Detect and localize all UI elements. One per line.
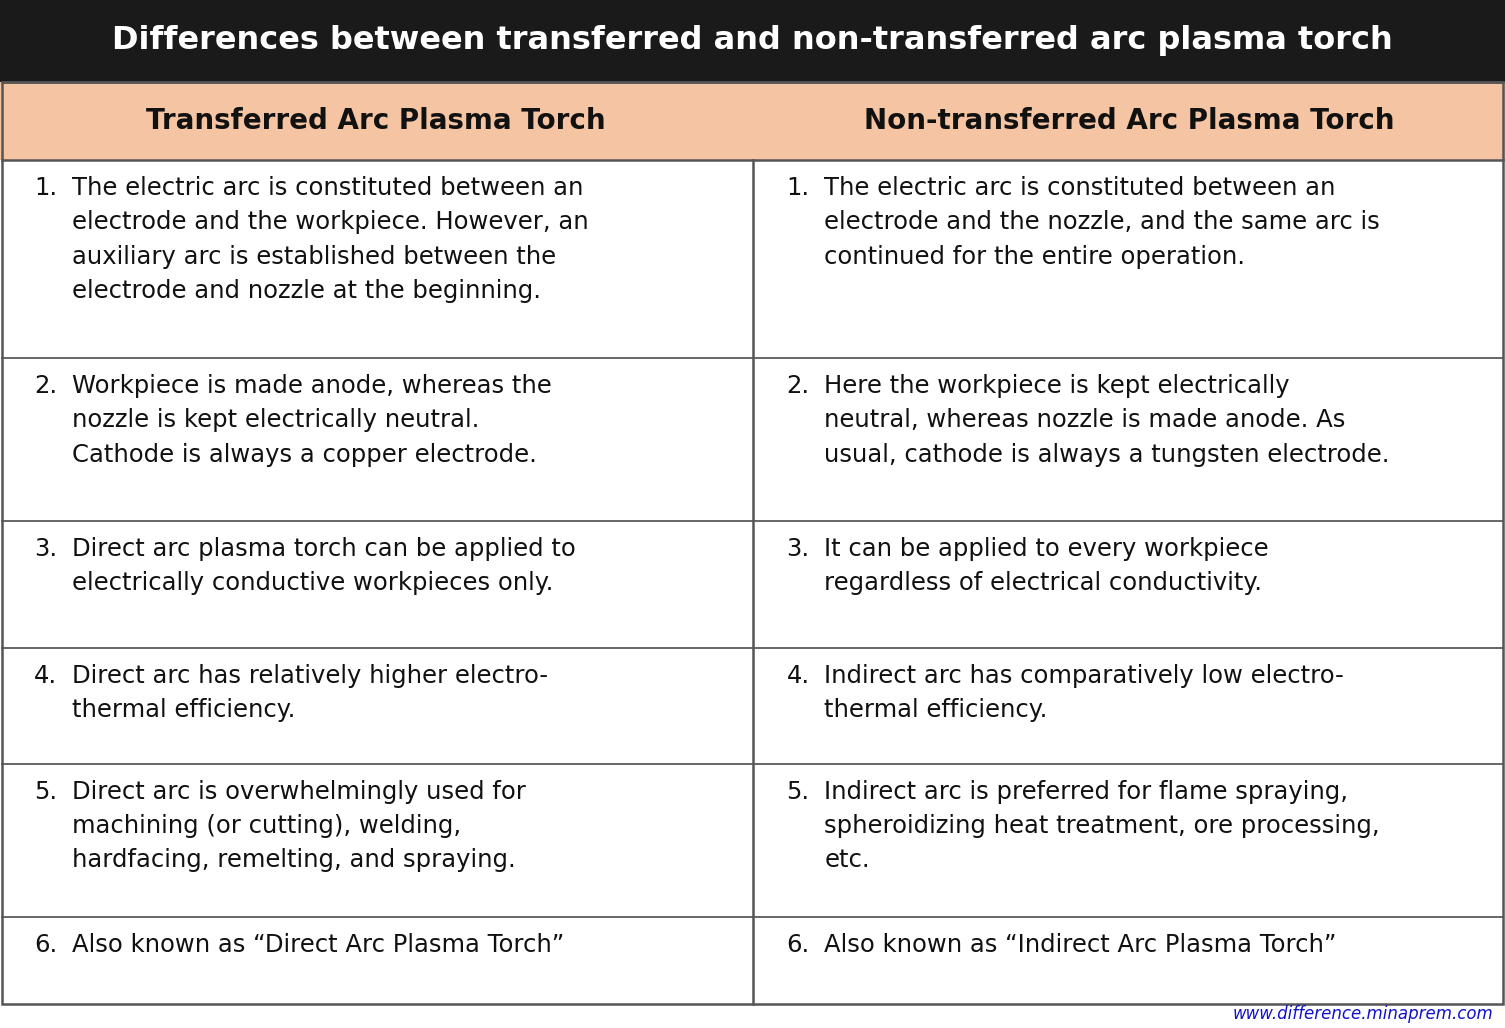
Text: Differences between transferred and non-transferred arc plasma torch: Differences between transferred and non-… — [113, 26, 1392, 57]
Text: 3.: 3. — [787, 537, 810, 560]
Text: Indirect arc is preferred for flame spraying,
spheroidizing heat treatment, ore : Indirect arc is preferred for flame spra… — [825, 779, 1380, 873]
Text: The electric arc is constituted between an
electrode and the workpiece. However,: The electric arc is constituted between … — [72, 176, 588, 303]
Text: The electric arc is constituted between an
electrode and the nozzle, and the sam: The electric arc is constituted between … — [825, 176, 1380, 269]
Text: Indirect arc has comparatively low electro-
thermal efficiency.: Indirect arc has comparatively low elect… — [825, 664, 1344, 723]
Text: Direct arc has relatively higher electro-
thermal efficiency.: Direct arc has relatively higher electro… — [72, 664, 548, 723]
Text: 2.: 2. — [787, 374, 810, 398]
Text: 1.: 1. — [787, 176, 810, 200]
Text: Also known as “Indirect Arc Plasma Torch”: Also known as “Indirect Arc Plasma Torch… — [825, 932, 1336, 957]
Text: 2.: 2. — [35, 374, 57, 398]
Text: Non-transferred Arc Plasma Torch: Non-transferred Arc Plasma Torch — [864, 107, 1394, 135]
Text: 6.: 6. — [35, 932, 57, 957]
Text: It can be applied to every workpiece
regardless of electrical conductivity.: It can be applied to every workpiece reg… — [825, 537, 1269, 595]
FancyBboxPatch shape — [0, 0, 1505, 82]
Text: Also known as “Direct Arc Plasma Torch”: Also known as “Direct Arc Plasma Torch” — [72, 932, 564, 957]
Text: Workpiece is made anode, whereas the
nozzle is kept electrically neutral.
Cathod: Workpiece is made anode, whereas the noz… — [72, 374, 552, 467]
FancyBboxPatch shape — [0, 82, 1505, 160]
Text: Direct arc plasma torch can be applied to
electrically conductive workpieces onl: Direct arc plasma torch can be applied t… — [72, 537, 576, 595]
Text: 4.: 4. — [787, 664, 810, 688]
Text: 5.: 5. — [35, 779, 57, 804]
FancyBboxPatch shape — [0, 160, 1505, 1004]
Text: 1.: 1. — [35, 176, 57, 200]
Text: 6.: 6. — [787, 932, 810, 957]
Text: 5.: 5. — [787, 779, 810, 804]
Text: 3.: 3. — [35, 537, 57, 560]
Text: Transferred Arc Plasma Torch: Transferred Arc Plasma Torch — [146, 107, 607, 135]
Text: Direct arc is overwhelmingly used for
machining (or cutting), welding,
hardfacin: Direct arc is overwhelmingly used for ma… — [72, 779, 525, 873]
Text: www.difference.minaprem.com: www.difference.minaprem.com — [1233, 1005, 1493, 1023]
Text: Here the workpiece is kept electrically
neutral, whereas nozzle is made anode. A: Here the workpiece is kept electrically … — [825, 374, 1391, 467]
Text: 4.: 4. — [35, 664, 57, 688]
